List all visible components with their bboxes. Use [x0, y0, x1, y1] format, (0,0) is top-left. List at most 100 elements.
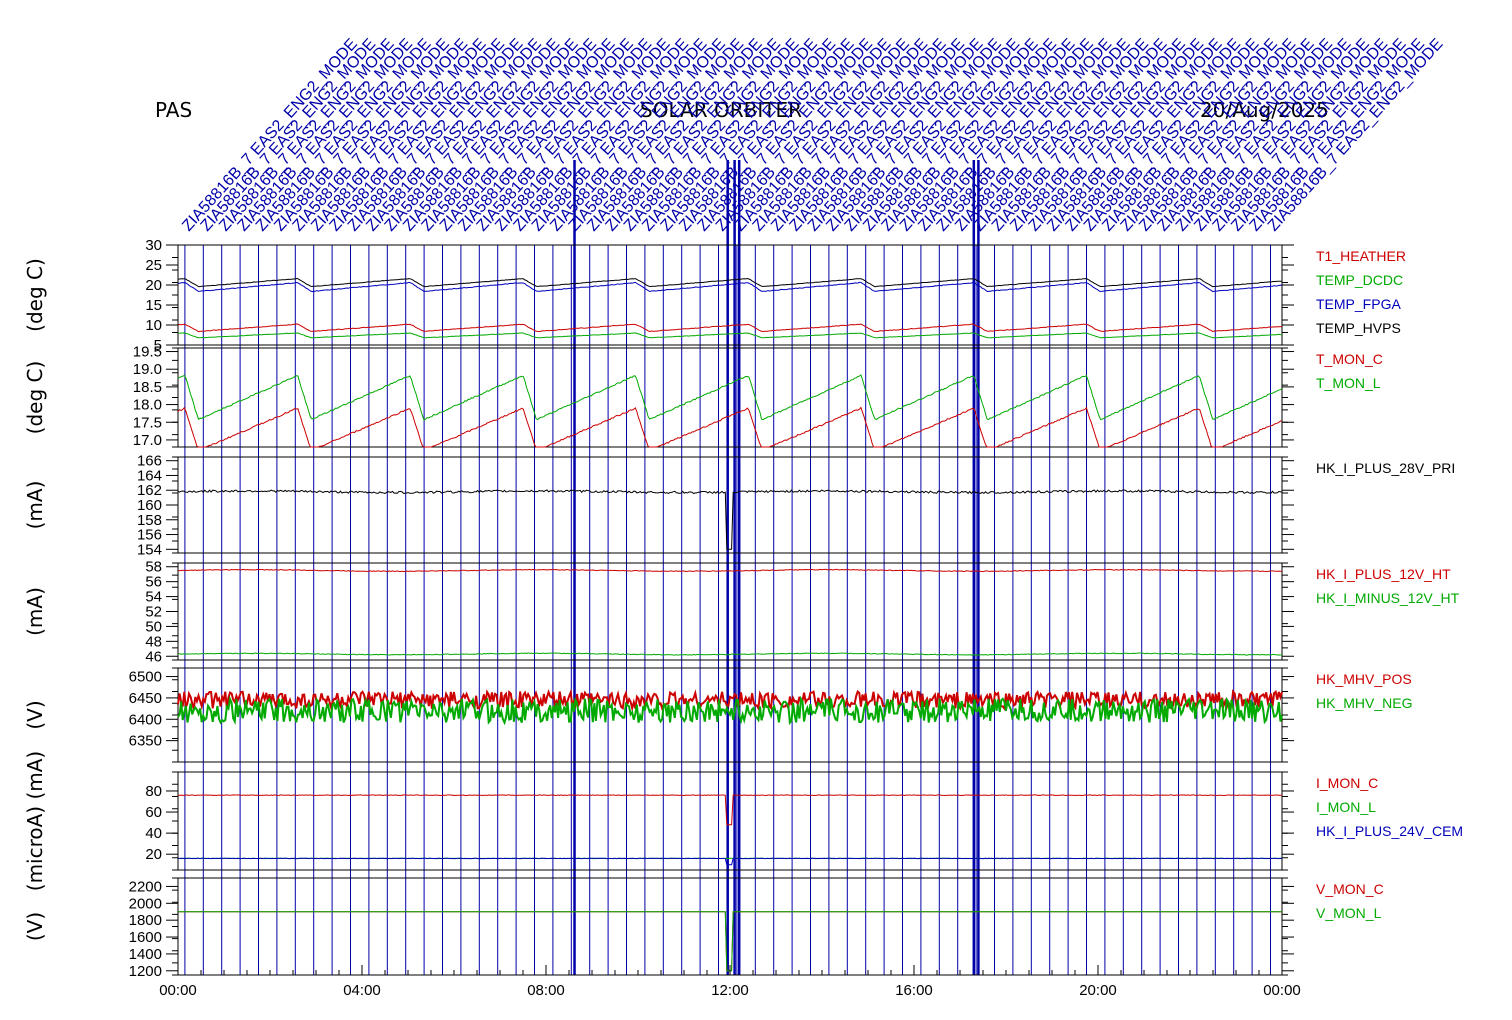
series-line-temp_hvps	[177, 277, 1282, 288]
y-tick-label: 80	[145, 783, 162, 800]
legend-hk_i_minus_12v_ht: HK_I_MINUS_12V_HT	[1316, 590, 1460, 606]
y-tick-label: 154	[137, 541, 162, 558]
y-tick-label: 6400	[129, 711, 162, 728]
series-line-t_mon_c	[177, 406, 1283, 448]
y-axis-label: (V)	[23, 912, 47, 941]
series-line-t_mon_l	[177, 374, 1283, 421]
legend-hk_i_plus_24v_cem: HK_I_PLUS_24V_CEM	[1316, 823, 1463, 839]
x-tick-label: 04:00	[343, 982, 381, 999]
series-line-t1_heather	[177, 323, 1283, 333]
panel-frame	[177, 877, 1283, 976]
y-axis-label: (deg C)	[23, 258, 47, 332]
panel-5: 6350 6400 6450 6500 (V) HK_MHV_POS HK_MHV_NEG	[23, 667, 1412, 763]
y-tick-label: 1800	[129, 912, 162, 929]
y-tick-label: 5	[154, 337, 162, 354]
y-tick-label: 166	[137, 453, 162, 470]
legend-v_mon_l: V_MON_L	[1316, 905, 1382, 921]
legend-temp_fpga: TEMP_FPGA	[1316, 296, 1401, 312]
y-tick-label: 1600	[129, 929, 162, 946]
y-tick-label: 158	[137, 512, 162, 529]
series-line-hk_i_minus_12v_ht	[177, 652, 1283, 656]
y-tick-label: 40	[145, 825, 162, 842]
series-line-hk_mhv_pos	[177, 688, 1283, 713]
series-line-hk_i_plus_28v_pri	[177, 489, 1283, 550]
x-tick-label: 00:00	[1263, 982, 1301, 999]
y-tick-label: 1400	[129, 946, 162, 963]
mission-label: SOLAR ORBITER	[640, 98, 802, 122]
panel-frame	[177, 456, 1283, 554]
legend-i_mon_l: I_MON_L	[1316, 799, 1376, 815]
legend-t_mon_c: T_MON_C	[1316, 351, 1383, 367]
series-line-hk_i_plus_24v_cem	[177, 857, 1283, 866]
x-tick-label: 00:00	[159, 982, 197, 999]
y-tick-label: 30	[145, 237, 162, 254]
y-tick-label: 56	[145, 574, 162, 591]
x-tick-label: 12:00	[711, 982, 749, 999]
legend-i_mon_c: I_MON_C	[1316, 775, 1378, 791]
y-tick-label: 50	[145, 618, 162, 635]
y-tick-label: 19.5	[133, 344, 162, 361]
y-tick-label: 1200	[129, 963, 162, 980]
y-tick-label: 25	[145, 257, 162, 274]
y-tick-label: 20	[145, 846, 162, 863]
y-tick-label: 52	[145, 604, 162, 621]
panel-frame	[177, 562, 1283, 661]
y-tick-label: 6500	[129, 669, 162, 686]
y-tick-label: 162	[137, 482, 162, 499]
y-tick-label: 164	[137, 467, 162, 484]
x-tick-label: 20:00	[1079, 982, 1117, 999]
series-line-temp_fpga	[178, 281, 1283, 293]
y-tick-label: 20	[145, 277, 162, 294]
y-axis-label: (V)	[23, 700, 47, 729]
y-tick-label: 17.5	[133, 414, 162, 431]
series-line-temp_dcdc	[177, 332, 1282, 339]
y-tick-label: 15	[145, 297, 162, 314]
series-line-hk_i_plus_12v_ht	[177, 568, 1282, 573]
legend-t1_heather: T1_HEATHER	[1316, 248, 1406, 264]
series-line-hk_mhv_neg	[177, 695, 1283, 726]
y-axis-label: (mA)	[23, 481, 47, 530]
y-tick-label: 18.0	[133, 397, 162, 414]
y-tick-label: 48	[145, 633, 162, 650]
series-line-i_mon_c	[177, 794, 1283, 826]
y-axis-label: (deg C)	[23, 361, 47, 435]
panel-2: 17.017.518.018.519.019.5 (deg C) T_MON_C T_…	[23, 344, 1383, 449]
legend-t_mon_l: T_MON_L	[1316, 375, 1381, 391]
instrument-label: PAS	[155, 98, 192, 122]
y-tick-label: 17.0	[133, 432, 162, 449]
x-tick-label: 08:00	[527, 982, 565, 999]
y-tick-label: 2200	[129, 878, 162, 895]
y-tick-label: 156	[137, 527, 162, 544]
legend-temp_dcdc: TEMP_DCDC	[1316, 272, 1403, 288]
legend-temp_hvps: TEMP_HVPS	[1316, 320, 1401, 336]
x-tick-label: 16:00	[895, 982, 933, 999]
panel-frame	[177, 771, 1283, 871]
y-tick-label: 60	[145, 804, 162, 821]
y-tick-label: 2000	[129, 895, 162, 912]
legend-hk_i_plus_28v_pri: HK_I_PLUS_28V_PRI	[1316, 460, 1455, 476]
panel-frame	[177, 347, 1283, 448]
y-tick-label: 6350	[129, 733, 162, 750]
legend-hk_mhv_pos: HK_MHV_POS	[1316, 671, 1412, 687]
y-tick-label: 6450	[129, 690, 162, 707]
legend-v_mon_c: V_MON_C	[1316, 881, 1384, 897]
legend-hk_i_plus_12v_ht: HK_I_PLUS_12V_HT	[1316, 566, 1451, 582]
y-tick-label: 46	[145, 648, 162, 665]
y-tick-label: 18.5	[133, 379, 162, 396]
date-label: 20/Aug/2025	[1200, 98, 1329, 122]
plot-panels: 5 10 15 20 25 30 (deg C) T1_HEATHER TEMP_DCDC TEM…	[23, 237, 1463, 999]
y-tick-label: 10	[145, 317, 162, 334]
y-axis-label: (mA)	[23, 587, 47, 636]
y-tick-label: 160	[137, 497, 162, 514]
y-tick-label: 19.0	[133, 361, 162, 378]
series-line-v_mon_l	[178, 911, 1282, 972]
series-line-v_mon_c	[178, 911, 1282, 972]
legend-hk_mhv_neg: HK_MHV_NEG	[1316, 695, 1412, 711]
panel-6: 20 40 60 80 (microA) (mA) I_MON_C I_MON_L HK_I_…	[23, 751, 1463, 891]
panel-1: 5 10 15 20 25 30 (deg C) T1_HEATHER TEMP_DCDC TEM…	[23, 237, 1406, 354]
